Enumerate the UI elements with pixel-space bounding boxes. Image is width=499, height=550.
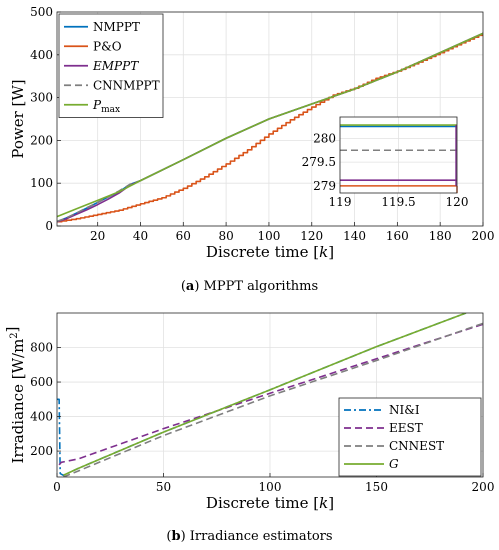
x-tick-label-2: 60 [176, 229, 191, 243]
legend-box [338, 397, 482, 477]
legend-entry-2: CNNEST [389, 439, 444, 453]
x-axis-label: Discrete time [k] [206, 494, 334, 512]
x-tick-label-2: 100 [259, 480, 282, 494]
y-tick-label-2: 600 [30, 375, 53, 389]
x-tick-label-0: 20 [90, 229, 105, 243]
y-tick-label-0: 200 [30, 444, 53, 458]
inset-x-tick-label-1: 119.5 [381, 195, 415, 209]
y-tick-label-3: 300 [30, 91, 53, 105]
x-tick-label-9: 200 [472, 229, 495, 243]
inset-plot: 119 119.5 120 279 279.5 280 [302, 116, 469, 209]
series-cnnest [63, 322, 483, 477]
x-tick-label-8: 180 [429, 229, 452, 243]
legend-entry-0: NMPPT [93, 20, 140, 34]
x-tick-label-1: 50 [156, 480, 171, 494]
inset-y-tick-label-2: 280 [313, 131, 336, 145]
y-tick-label-5: 500 [30, 5, 53, 19]
x-axis-label: Discrete time [k] [206, 243, 334, 261]
legend: NI&I EEST CNNEST G [338, 397, 482, 477]
y-tick-label-3: 800 [30, 341, 53, 355]
x-tick-label-0: 0 [53, 480, 61, 494]
x-tick-label-3: 150 [365, 480, 388, 494]
inset-x-tick-label-2: 120 [446, 195, 469, 209]
x-tick-label-7: 160 [386, 229, 409, 243]
inset-frame [339, 116, 458, 194]
y-tick-label-4: 400 [30, 48, 53, 62]
x-tick-label-6: 140 [343, 229, 366, 243]
inset-y-tick-label-1: 279.5 [302, 155, 336, 169]
legend-entry-1: P&O [93, 39, 122, 53]
series-p-max [57, 32, 483, 218]
legend-entry-3: G [389, 457, 399, 471]
chart-2: 0 50 100 150 200 200 400 600 800 Discrete time [k… [3, 312, 495, 512]
caption-a: (a) MPPT algorithms [181, 279, 318, 294]
series-p-o [57, 33, 483, 223]
series-eest [58, 323, 483, 466]
chart-1: 20 40 60 80 100 120 140 160 180 200 0 100 200 300 400 5… [9, 5, 494, 261]
legend-entry-1: EEST [389, 421, 423, 435]
inset-y-tick-label-0: 279 [313, 179, 336, 193]
x-tick-label-1: 40 [133, 229, 148, 243]
inset-x-tick-label-0: 119 [329, 195, 352, 209]
y-tick-label-1: 100 [30, 176, 53, 190]
y-tick-label-2: 200 [30, 133, 53, 147]
y-tick-label-0: 0 [45, 219, 53, 233]
y-tick-label-1: 400 [30, 410, 53, 424]
y-axis-label: Irradiance [W/m2] [3, 326, 27, 463]
x-tick-label-4: 200 [472, 480, 495, 494]
x-tick-label-5: 120 [300, 229, 323, 243]
x-tick-label-3: 80 [218, 229, 233, 243]
legend: NMPPT P&O EMPPT CNNMPPT Pmax [58, 13, 164, 118]
y-axis-label: Power [W] [9, 79, 27, 158]
legend-entry-0: NI&I [389, 403, 420, 417]
series-g [63, 313, 467, 476]
x-tick-label-4: 100 [257, 229, 280, 243]
plot-frame [56, 11, 484, 227]
caption-b: (b) Irradiance estimators [166, 529, 332, 544]
legend-entry-4: Pmax [92, 98, 120, 115]
legend-entry-2: EMPPT [92, 59, 139, 73]
legend-entry-3: CNNMPPT [93, 78, 160, 92]
